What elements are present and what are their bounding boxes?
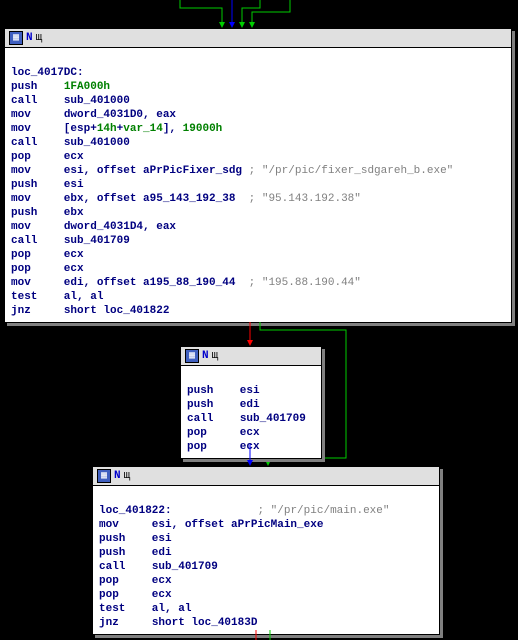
bars-icon: щ [124, 470, 131, 482]
block-label: loc_401822: [99, 505, 172, 517]
grid-icon: ▦ [97, 469, 111, 483]
block-header: ▦ N щ [93, 467, 439, 486]
disasm-block-4017DC[interactable]: ▦ N щ loc_4017DC: push 1FA000h call sub_… [4, 28, 512, 323]
block-label: loc_4017DC: [11, 67, 84, 79]
block-body: loc_4017DC: push 1FA000h call sub_401000… [5, 48, 511, 322]
arrows-into-block1 [0, 0, 518, 28]
block-body: loc_401822: ; "/pr/pic/main.exe" mov esi… [93, 486, 439, 634]
disasm-block-401822[interactable]: ▦ N щ loc_401822: ; "/pr/pic/main.exe" m… [92, 466, 440, 635]
bars-icon: щ [212, 350, 219, 362]
bars-icon: щ [36, 32, 43, 44]
block-header: ▦ N щ [5, 29, 511, 48]
arrows-b3-out [0, 624, 518, 640]
arrows-b2-out [0, 440, 518, 468]
grid-icon: ▦ [185, 349, 199, 363]
block-header: ▦ N щ [181, 347, 321, 366]
grid-icon: ▦ [9, 31, 23, 45]
n-icon: N [26, 32, 33, 44]
n-icon: N [114, 470, 121, 482]
n-icon: N [202, 350, 209, 362]
